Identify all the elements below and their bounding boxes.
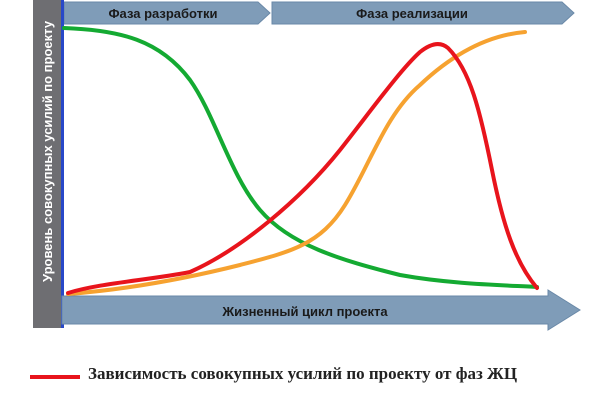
y-axis-label: Уровень совокупных усилий по проекту — [40, 20, 55, 282]
legend-red-line — [30, 375, 80, 379]
green-curve — [62, 26, 539, 289]
phase-development-label: Фаза разработки — [108, 6, 217, 21]
y-axis-bar: Уровень совокупных усилий по проекту — [33, 0, 64, 328]
phase-implementation-label: Фаза реализации — [356, 6, 468, 21]
phase-arrow-implementation: Фаза реализации — [271, 1, 575, 25]
orange-curve — [66, 30, 527, 296]
red-curve — [66, 42, 539, 295]
legend-red-label: Зависимость совокупных усилий по проекту… — [88, 364, 518, 383]
x-axis-arrow: Жизненный цикл проекта — [61, 289, 581, 331]
phase-arrow-development: Фаза разработки — [63, 1, 271, 25]
legend-red-entry: Зависимость совокупных усилий по проекту… — [30, 362, 590, 388]
x-axis-label: Жизненный цикл проекта — [221, 304, 388, 319]
